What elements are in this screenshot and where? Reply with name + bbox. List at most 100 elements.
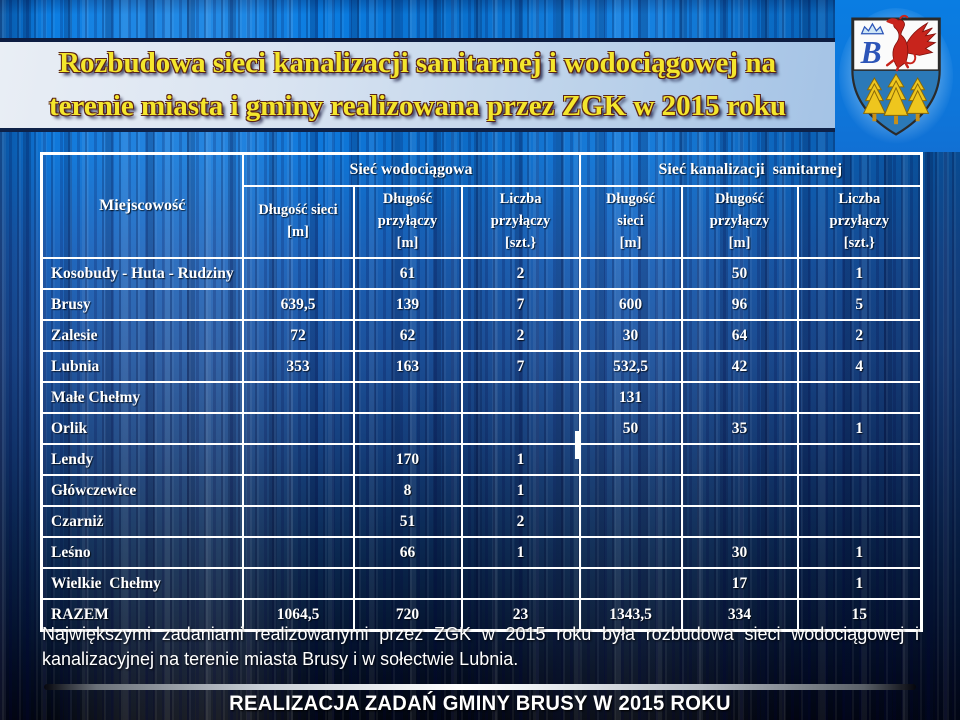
cell xyxy=(680,443,799,476)
footer-divider xyxy=(44,684,916,690)
table-row: Zalesie 72 62 2 30 64 2 xyxy=(40,319,923,352)
row-name-cell: Leśno xyxy=(40,536,244,569)
table-row: Małe Chełmy 131 xyxy=(40,381,923,414)
cell: 2 xyxy=(460,257,581,290)
cell xyxy=(241,412,355,445)
subheader-dlugosc-przylaczy-kan: Długość przyłączy [m] xyxy=(680,185,799,259)
cell: 15 xyxy=(796,598,923,632)
cell: 23 xyxy=(460,598,581,632)
cell: 1 xyxy=(796,412,923,445)
cell: 8 xyxy=(352,474,463,507)
cell: 61 xyxy=(352,257,463,290)
cell xyxy=(578,536,683,569)
subheader-dlugosc-przylaczy-wod: Długość przyłączy [m] xyxy=(352,185,463,259)
subheader-dlugosc-sieci-kan: Długość sieci [m] xyxy=(578,185,683,259)
table-row: Kosobudy - Huta - Rudziny 61 2 50 1 xyxy=(40,257,923,290)
griffin-icon xyxy=(885,14,937,72)
cell: 1 xyxy=(460,536,581,569)
table-row: Brusy 639,5 139 7 600 96 5 xyxy=(40,288,923,321)
cell: 17 xyxy=(680,567,799,600)
subheader-dlugosc-sieci-wod: Długość sieci [m] xyxy=(241,185,355,259)
row-name-cell: Wielkie Chełmy xyxy=(40,567,244,600)
row-name-cell: Czarniż xyxy=(40,505,244,538)
cell: 62 xyxy=(352,319,463,352)
cell xyxy=(796,443,923,476)
cell xyxy=(241,381,355,414)
cell: 170 xyxy=(352,443,463,476)
cell: 1 xyxy=(796,567,923,600)
cell: 353 xyxy=(241,350,355,383)
cell: 334 xyxy=(680,598,799,632)
cell xyxy=(352,412,463,445)
cell: 5 xyxy=(796,288,923,321)
table-row: Główczewice 8 1 xyxy=(40,474,923,507)
cell: 64 xyxy=(680,319,799,352)
row-name-cell: RAZEM xyxy=(40,598,244,632)
row-name-cell: Lendy xyxy=(40,443,244,476)
row-name-cell: Zalesie xyxy=(40,319,244,352)
cell: 1 xyxy=(460,474,581,507)
cell: 42 xyxy=(680,350,799,383)
cell: 2 xyxy=(460,505,581,538)
cell xyxy=(680,474,799,507)
footer-title: REALIZACJA ZADAŃ GMINY BRUSY W 2015 ROKU xyxy=(229,692,731,715)
cell: 639,5 xyxy=(241,288,355,321)
cell: 139 xyxy=(352,288,463,321)
table-row: Lubnia 353 163 7 532,5 42 4 xyxy=(40,350,923,383)
cell: 30 xyxy=(578,319,683,352)
row-name-cell: Główczewice xyxy=(40,474,244,507)
column-header-miejscowosc: Miejscowość xyxy=(40,152,244,259)
cell: 51 xyxy=(352,505,463,538)
cell xyxy=(796,381,923,414)
cell-highlight-bar xyxy=(575,431,581,459)
cell: 2 xyxy=(460,319,581,352)
cell: 1 xyxy=(796,536,923,569)
cell xyxy=(241,536,355,569)
coat-of-arms-panel: B xyxy=(835,0,960,152)
cell xyxy=(578,443,683,476)
slide-title-line-2: terenie miasta i gminy realizowana przez… xyxy=(48,90,786,122)
table-row: Wielkie Chełmy 17 1 xyxy=(40,567,923,600)
row-name-cell: Brusy xyxy=(40,288,244,321)
cell xyxy=(352,567,463,600)
cell: 66 xyxy=(352,536,463,569)
cell: 1343,5 xyxy=(578,598,683,632)
cell: 2 xyxy=(796,319,923,352)
table-row: Orlik 50 35 1 xyxy=(40,412,923,445)
cell: 7 xyxy=(460,350,581,383)
slide-title-line-1: Rozbudowa sieci kanalizacji sanitarnej i… xyxy=(59,47,776,79)
cell xyxy=(241,474,355,507)
data-table: Miejscowość Sieć wodociągowa Sieć kanali… xyxy=(40,152,924,632)
cell: 96 xyxy=(680,288,799,321)
cell xyxy=(796,505,923,538)
cell xyxy=(241,505,355,538)
group-header-kanalizacja: Sieć kanalizacji sanitarnej xyxy=(578,152,923,187)
summary-note: Największymi zadaniami realizowanymi prz… xyxy=(42,624,919,669)
cell: 7 xyxy=(460,288,581,321)
initial-b-icon: B xyxy=(860,22,885,70)
cell: 720 xyxy=(352,598,463,632)
cell: 600 xyxy=(578,288,683,321)
cell: 163 xyxy=(352,350,463,383)
row-name-cell: Lubnia xyxy=(40,350,244,383)
title-banner: Rozbudowa sieci kanalizacji sanitarnej i… xyxy=(0,38,835,132)
cell: 72 xyxy=(241,319,355,352)
table-header-group-row: Miejscowość Sieć wodociągowa Sieć kanali… xyxy=(40,152,923,259)
cell xyxy=(578,474,683,507)
cell: 1 xyxy=(796,257,923,290)
cell: 532,5 xyxy=(578,350,683,383)
cell: 35 xyxy=(680,412,799,445)
table-row: Czarniż 51 2 xyxy=(40,505,923,538)
row-name-cell: Małe Chełmy xyxy=(40,381,244,414)
table-row: Leśno 66 1 30 1 xyxy=(40,536,923,569)
subheader-liczba-przylaczy-wod: Liczba przyłączy [szt.} xyxy=(460,185,581,259)
cell: 30 xyxy=(680,536,799,569)
cell xyxy=(352,381,463,414)
cell xyxy=(680,381,799,414)
cell xyxy=(680,505,799,538)
cell: 1 xyxy=(460,443,581,476)
cell: 50 xyxy=(680,257,799,290)
subheader-liczba-przylaczy-kan: Liczba przyłączy [szt.} xyxy=(796,185,923,259)
cell: 50 xyxy=(578,412,683,445)
